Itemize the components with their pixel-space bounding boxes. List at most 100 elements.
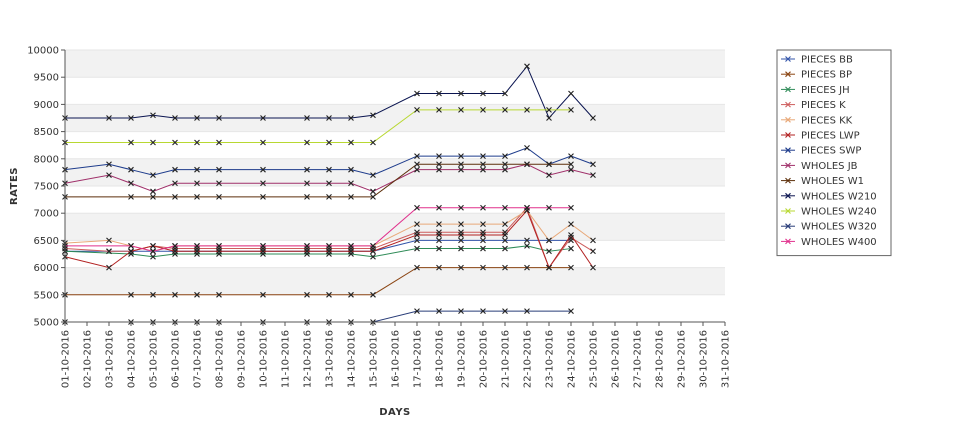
legend-label: WHOLES W1 (801, 176, 864, 187)
series-wholes-w210 (62, 63, 596, 121)
legend-item-wholes-jb: WHOLES JB (781, 161, 858, 172)
data-point-wholes-w210 (458, 90, 464, 97)
data-point-pieces-jh (458, 245, 464, 252)
data-point-pieces-bp (326, 291, 332, 298)
data-point-wholes-jb (436, 166, 442, 173)
data-point-wholes-jb (216, 180, 222, 187)
data-point-wholes-jb (546, 172, 552, 179)
plot-band (65, 186, 725, 214)
data-point-wholes-w400 (436, 204, 442, 211)
legend-item-pieces-lwp: PIECES LWP (781, 131, 860, 142)
data-point-wholes-jb (590, 172, 596, 179)
legend-item-wholes-w240: WHOLES W240 (781, 207, 877, 218)
legend-label: WHOLES W320 (801, 222, 877, 233)
data-point-wholes-jb (106, 172, 112, 179)
x-tick-label: 02-10-2016 (83, 330, 94, 388)
x-tick-label: 01-10-2016 (61, 330, 72, 388)
y-tick-label: 7500 (34, 182, 59, 193)
data-point-wholes-w1 (326, 193, 332, 200)
data-point-wholes-w320 (502, 308, 508, 315)
series-wholes-jb (62, 161, 596, 195)
data-point-pieces-lwp (480, 232, 486, 238)
data-point-pieces-bp (414, 264, 420, 271)
data-point-pieces-lwp (370, 248, 376, 255)
data-point-wholes-w1 (172, 193, 178, 200)
data-point-wholes-w210 (524, 63, 530, 70)
data-point-wholes-w1 (348, 193, 354, 200)
data-point-wholes-w240 (150, 139, 156, 146)
data-point-pieces-bp (458, 264, 464, 271)
data-point-pieces-lwp (436, 232, 442, 238)
plot-band (65, 131, 725, 159)
data-point-pieces-lwp (194, 248, 200, 255)
data-point-wholes-jb (568, 166, 574, 173)
x-tick-label: 30-10-2016 (699, 330, 710, 388)
x-tick-label: 05-10-2016 (149, 330, 160, 388)
data-point-wholes-w400 (128, 242, 134, 249)
data-point-pieces-bp (260, 291, 266, 298)
legend-swatch-marker (785, 162, 791, 169)
data-point-wholes-jb (128, 180, 134, 187)
data-point-pieces-jh (150, 253, 156, 260)
data-point-pieces-lwp (150, 242, 156, 249)
legend-swatch-marker (785, 238, 791, 245)
data-point-wholes-w400 (326, 242, 332, 249)
data-point-pieces-swp (326, 166, 332, 173)
data-point-wholes-jb (326, 180, 332, 187)
data-point-pieces-bp (304, 291, 310, 298)
x-tick-label: 12-10-2016 (303, 330, 314, 388)
data-point-wholes-w240 (524, 106, 530, 113)
x-axis-label: DAYS (379, 407, 411, 418)
data-point-wholes-w320 (568, 308, 574, 315)
data-point-pieces-k (106, 248, 112, 255)
data-point-pieces-kk (480, 221, 486, 227)
data-point-pieces-swp (524, 145, 530, 151)
data-point-wholes-w1 (458, 161, 464, 168)
data-point-wholes-w1 (502, 161, 508, 168)
legend-item-pieces-bb: PIECES BB (781, 55, 853, 66)
data-point-wholes-w1 (546, 161, 552, 168)
data-point-wholes-w210 (568, 90, 574, 97)
x-tick-label: 04-10-2016 (127, 330, 138, 388)
data-point-pieces-kk (546, 237, 552, 244)
legend-item-wholes-w1: WHOLES W1 (781, 176, 864, 187)
data-point-pieces-lwp (348, 248, 354, 255)
data-point-pieces-swp (194, 166, 200, 173)
data-point-pieces-lwp (106, 264, 112, 271)
data-point-pieces-lwp (590, 264, 596, 271)
data-point-wholes-w1 (304, 193, 310, 200)
legend-label: PIECES JH (801, 85, 850, 96)
x-tick-label: 09-10-2016 (237, 330, 248, 388)
data-point-pieces-lwp (458, 232, 464, 238)
data-point-pieces-jh (546, 248, 552, 255)
plot-band (65, 104, 725, 132)
data-point-wholes-w210 (414, 90, 420, 97)
data-point-wholes-w210 (304, 115, 310, 121)
legend-swatch-marker (785, 56, 791, 62)
data-point-pieces-swp (568, 153, 574, 159)
data-point-pieces-lwp (128, 248, 134, 255)
series-wholes-w240 (62, 106, 574, 146)
data-point-wholes-jb (370, 188, 376, 195)
data-point-pieces-swp (436, 153, 442, 159)
data-point-pieces-swp (414, 153, 420, 159)
plot-band (65, 240, 725, 268)
data-point-wholes-w1 (370, 193, 376, 200)
x-tick-label: 03-10-2016 (105, 330, 116, 388)
y-tick-label: 10000 (27, 46, 59, 57)
x-tick-label: 23-10-2016 (545, 330, 556, 388)
x-tick-label: 18-10-2016 (435, 330, 446, 388)
data-point-wholes-w210 (502, 90, 508, 97)
x-tick-label: 20-10-2016 (479, 330, 490, 388)
legend-item-wholes-w320: WHOLES W320 (781, 222, 877, 233)
y-axis-label: RATES (9, 167, 20, 205)
data-point-wholes-jb (260, 180, 266, 187)
data-point-wholes-w400 (370, 242, 376, 249)
data-point-pieces-bp (524, 264, 530, 271)
data-point-pieces-jh (502, 245, 508, 252)
data-point-wholes-w240 (260, 139, 266, 146)
data-point-pieces-bp (172, 291, 178, 298)
data-point-pieces-bp (216, 291, 222, 298)
data-point-wholes-w210 (546, 115, 552, 121)
data-point-wholes-w1 (194, 193, 200, 200)
